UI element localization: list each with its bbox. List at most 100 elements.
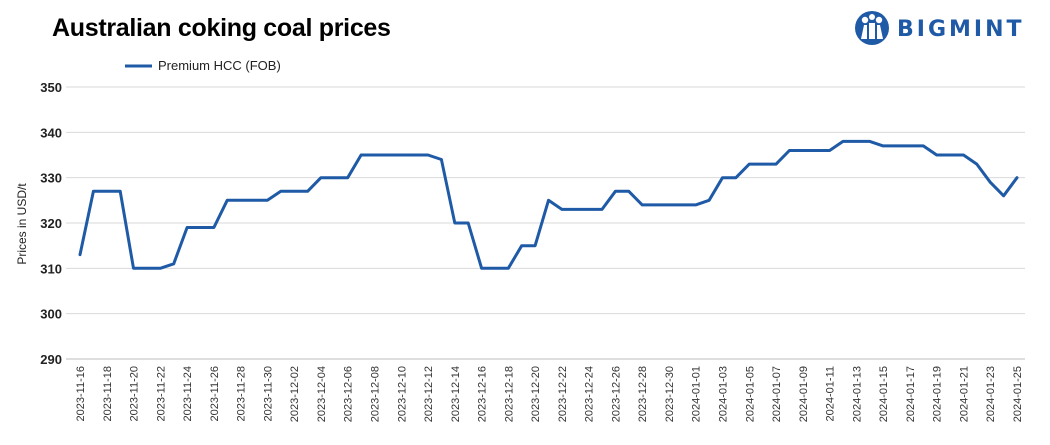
legend: Premium HCC (FOB) — [125, 58, 281, 73]
data-point — [467, 221, 470, 225]
x-tick-label: 2023-12-22 — [557, 366, 569, 422]
data-point — [707, 199, 711, 202]
x-tick-label: 2023-12-20 — [530, 366, 542, 422]
data-point — [333, 176, 336, 179]
data-point — [386, 153, 390, 157]
data-point — [774, 162, 778, 166]
data-point — [226, 199, 229, 202]
data-point — [346, 176, 349, 179]
data-point — [252, 199, 256, 202]
data-point — [614, 190, 617, 193]
data-point — [721, 176, 724, 179]
x-tick-label: 2023-12-10 — [396, 366, 408, 422]
x-tick-label: 2023-12-16 — [477, 366, 489, 422]
x-tick-label: 2024-01-15 — [878, 366, 890, 422]
x-tick-label: 2024-01-05 — [744, 366, 756, 422]
data-point — [667, 203, 671, 207]
data-point — [1002, 194, 1005, 197]
data-point — [748, 162, 751, 166]
x-tick-label: 2023-12-30 — [664, 366, 676, 422]
data-point — [293, 190, 296, 193]
data-point — [681, 203, 684, 207]
x-tick-label: 2023-12-12 — [423, 366, 435, 422]
x-tick-label: 2023-11-24 — [182, 366, 194, 421]
data-point — [359, 153, 363, 157]
data-point — [78, 253, 82, 256]
x-tick-label: 2023-11-18 — [102, 366, 114, 421]
data-point — [319, 176, 323, 179]
data-point — [105, 190, 109, 193]
grid-lines — [66, 86, 1025, 360]
x-tick-label: 2023-11-28 — [236, 366, 248, 421]
y-tick-label: 290 — [40, 352, 62, 367]
bigmint-logo-icon — [855, 11, 889, 45]
x-tick-label: 2023-11-30 — [262, 366, 274, 421]
data-point — [627, 190, 630, 193]
x-tick-label: 2024-01-13 — [851, 366, 863, 422]
data-point — [574, 208, 577, 211]
data-point — [935, 153, 938, 157]
data-point — [815, 149, 818, 152]
data-point — [520, 244, 523, 247]
x-tick-label: 2024-01-03 — [718, 366, 730, 422]
x-tick-label: 2023-12-28 — [637, 366, 649, 422]
data-point — [426, 153, 430, 157]
x-tick-label: 2024-01-23 — [985, 366, 997, 422]
y-tick-label: 350 — [40, 80, 62, 95]
data-point — [855, 140, 858, 143]
x-tick-label: 2023-12-26 — [610, 366, 622, 422]
data-point — [761, 162, 764, 166]
data-point — [199, 226, 202, 229]
x-tick-label: 2024-01-21 — [958, 366, 970, 422]
data-point — [788, 149, 791, 152]
x-tick-label: 2024-01-07 — [771, 366, 783, 422]
x-tick-label: 2023-12-02 — [289, 366, 301, 422]
x-tick-label: 2023-12-04 — [316, 366, 328, 422]
data-point — [145, 267, 149, 270]
data-point — [600, 208, 604, 211]
data-point — [868, 140, 871, 143]
data-point — [989, 181, 992, 184]
x-tick-label: 2024-01-11 — [825, 366, 837, 421]
bigmint-logo: BIGMINT — [853, 9, 1043, 49]
data-point — [119, 190, 122, 193]
x-tick-label: 2023-12-06 — [343, 366, 355, 422]
data-point — [962, 153, 965, 157]
data-point — [440, 158, 443, 161]
data-point — [801, 149, 804, 152]
data-point — [413, 153, 416, 157]
data-point — [975, 162, 978, 166]
data-point — [587, 208, 590, 211]
x-tick-label: 2023-11-16 — [75, 366, 87, 421]
y-tick-label: 320 — [40, 216, 62, 231]
data-point — [493, 267, 497, 270]
data-point — [266, 199, 269, 202]
data-point — [547, 199, 550, 202]
data-point — [895, 144, 898, 148]
y-tick-label: 330 — [40, 171, 62, 186]
data-point — [212, 226, 216, 229]
data-point — [654, 203, 657, 207]
x-tick-label: 2024-01-17 — [905, 366, 917, 422]
data-point — [922, 144, 925, 148]
x-tick-label: 2023-12-18 — [503, 366, 515, 422]
x-tick-label: 2024-01-19 — [932, 366, 944, 422]
data-point — [828, 149, 831, 152]
y-tick-label: 310 — [40, 261, 62, 276]
x-tick-label: 2024-01-01 — [691, 366, 703, 422]
data-point — [560, 208, 564, 211]
data-point — [1015, 176, 1019, 179]
chart-title: Australian coking coal prices — [52, 14, 391, 42]
x-tick-label: 2023-12-24 — [584, 366, 596, 422]
x-tick-label: 2024-01-25 — [1012, 366, 1024, 422]
x-tick-label: 2024-01-09 — [798, 366, 810, 422]
x-tick-label: 2023-12-08 — [369, 366, 381, 422]
x-tick-label: 2023-11-26 — [209, 366, 221, 421]
data-point — [92, 190, 95, 193]
data-point — [694, 203, 697, 207]
legend-label: Premium HCC (FOB) — [158, 58, 281, 73]
y-tick-label: 340 — [40, 125, 62, 140]
data-point — [400, 153, 403, 157]
data-point — [453, 221, 456, 225]
